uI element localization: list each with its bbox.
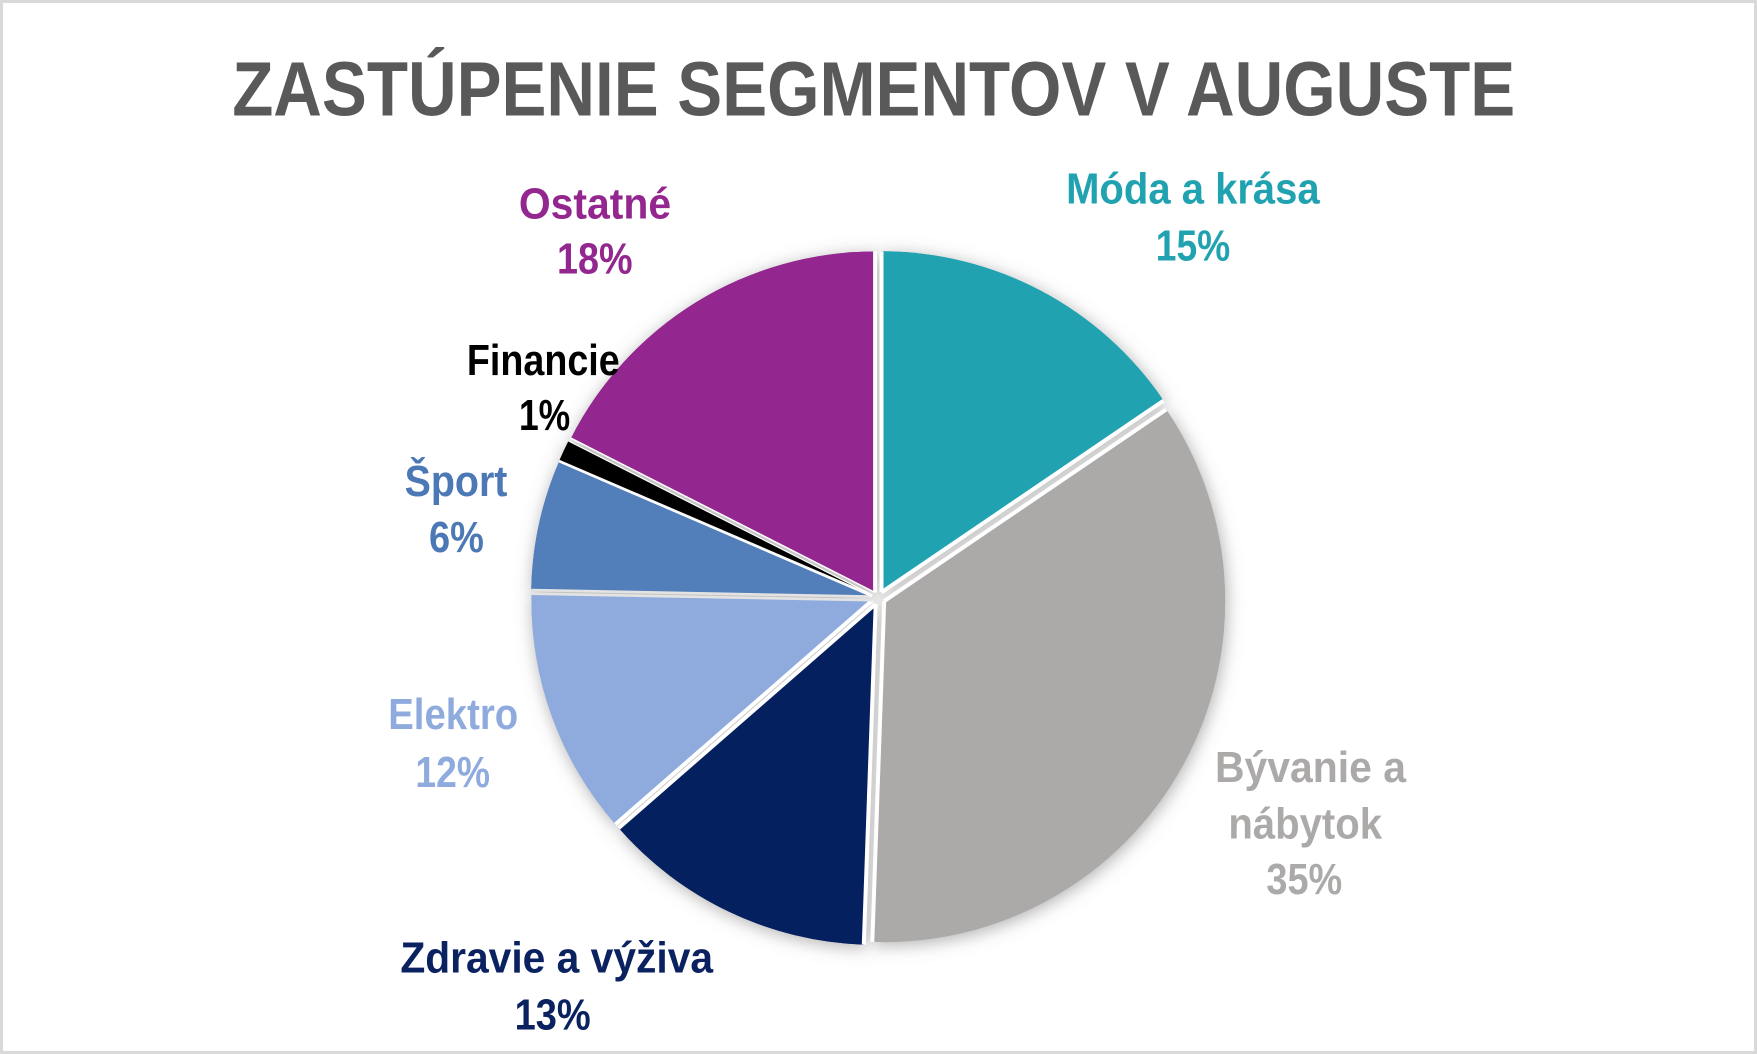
svg-text:12%: 12% [415, 749, 490, 797]
svg-text:Zdravie a výživa: Zdravie a výživa [400, 935, 713, 983]
svg-text:nábytok: nábytok [1228, 800, 1382, 848]
svg-text:ZASTÚPENIE SEGMENTOV V AUGUSTE: ZASTÚPENIE SEGMENTOV V AUGUSTE [232, 47, 1515, 133]
svg-text:15%: 15% [1156, 222, 1231, 270]
svg-text:18%: 18% [557, 236, 633, 284]
svg-text:Šport: Šport [405, 455, 508, 506]
svg-text:1%: 1% [519, 392, 570, 440]
svg-text:13%: 13% [515, 992, 591, 1040]
svg-text:Financie: Financie [467, 337, 620, 385]
svg-text:Móda a krása: Móda a krása [1066, 165, 1320, 213]
svg-text:Bývanie a: Bývanie a [1215, 744, 1407, 792]
svg-text:Ostatné: Ostatné [519, 180, 671, 228]
svg-text:35%: 35% [1266, 856, 1342, 904]
svg-text:6%: 6% [429, 514, 484, 562]
svg-text:Elektro: Elektro [388, 691, 518, 739]
